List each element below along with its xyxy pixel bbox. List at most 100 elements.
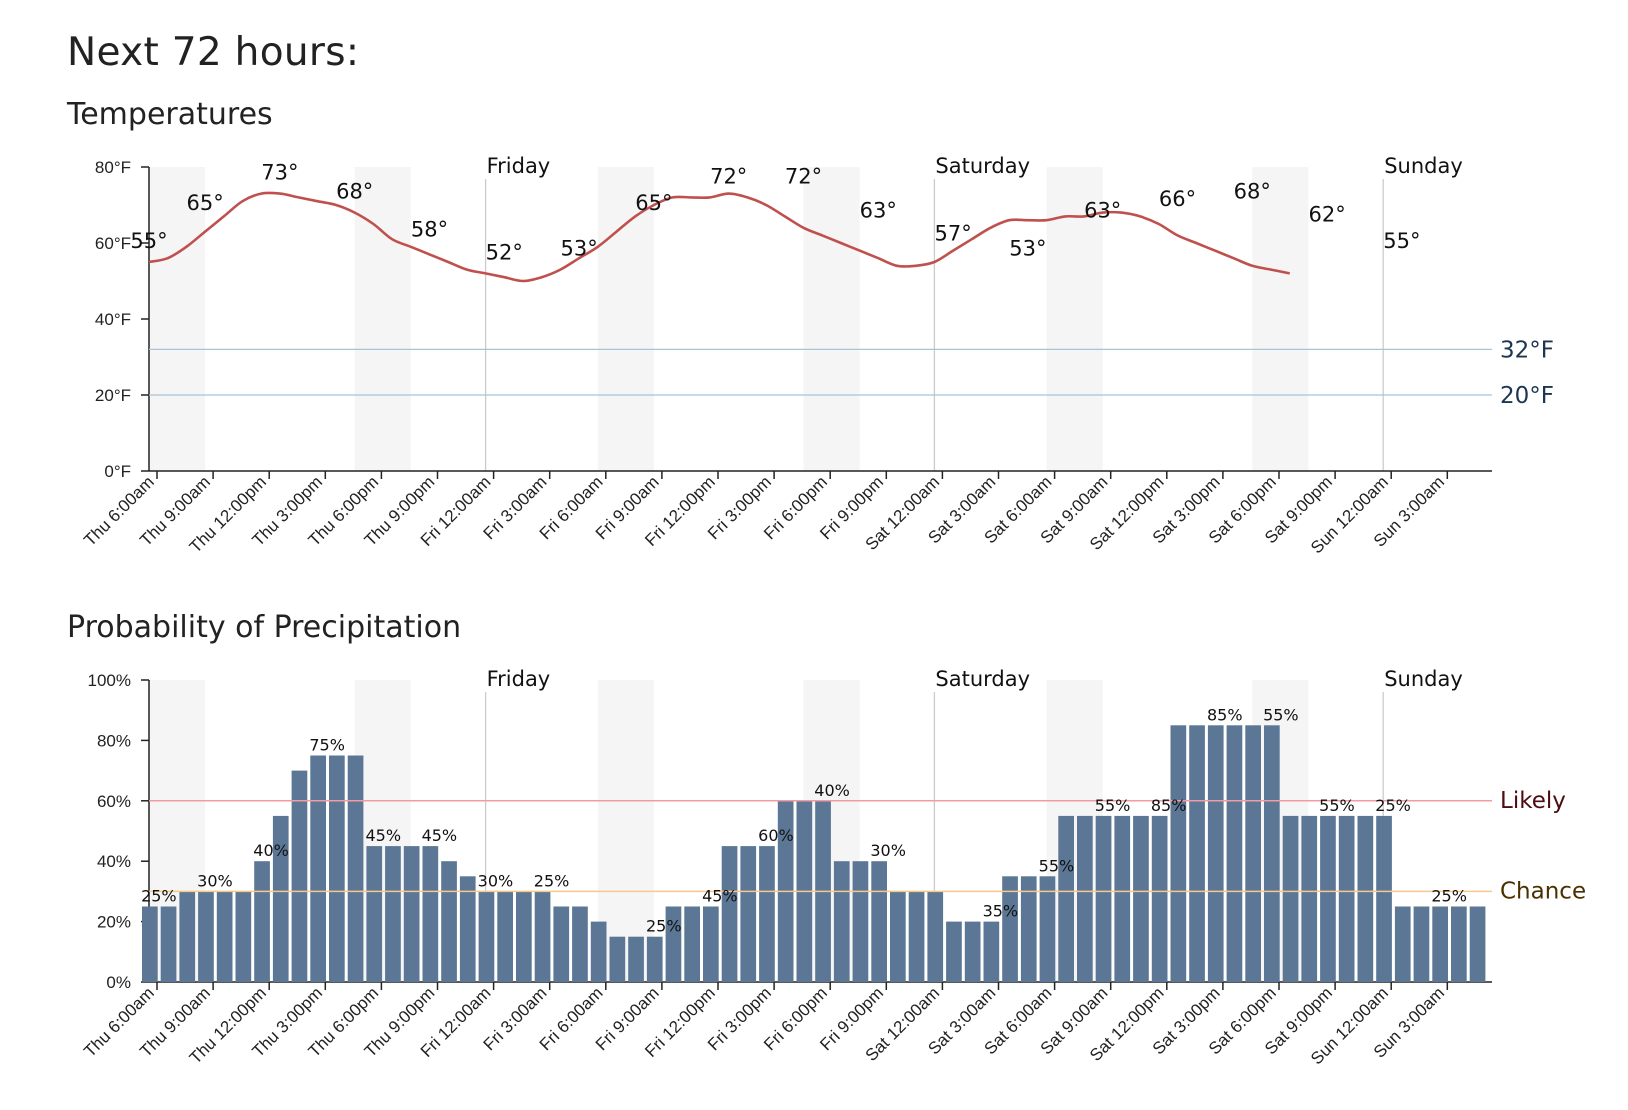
temperature-label: 65° [186,191,223,215]
precipitation-bar-label: 25% [534,871,570,890]
pop-day-label: Sunday [1384,667,1463,691]
precipitation-bar-label: 25% [1431,887,1467,906]
temperature-label: 63° [1084,199,1121,223]
temp-night-band [1252,167,1309,471]
precipitation-bar [1133,815,1149,982]
precipitation-bar-label: 30% [478,871,514,890]
pop-y-tick-label: 0% [106,973,131,992]
temperature-label: 73° [261,161,298,185]
precipitation-bar [1320,815,1336,982]
precipitation-bar [329,755,345,982]
precipitation-bar-label: 40% [253,841,289,860]
precipitation-bar [291,770,308,982]
precipitation-bar [160,906,177,982]
precipitation-bar [1151,815,1168,982]
temperature-line [148,191,1290,283]
precipitation-bar [908,891,925,982]
precipitation-bar [1114,815,1131,982]
precipitation-bar-label: 25% [141,887,177,906]
pop-night-band [1252,680,1309,982]
precipitation-bar [1039,876,1056,982]
precipitation-bar [254,861,270,982]
precipitation-bar [590,921,607,982]
temp-y-tick-label: 20°F [95,386,131,405]
precipitation-bar [179,891,196,982]
precipitation-bar-label: 55% [1095,796,1131,815]
precipitation-bar [609,936,626,982]
precipitation-bar [665,906,682,982]
temperature-label: 57° [934,221,971,245]
precipitation-bar [1264,725,1280,982]
precipitation-bar [1170,725,1187,982]
precipitation-bar [946,921,962,982]
temperature-label: 63° [860,199,897,223]
precipitation-bar [871,861,887,982]
precipitation-bar [534,891,551,982]
precipitation-bar-label: 40% [814,781,850,800]
precipitation-bar [983,921,1000,982]
precipitation-chart: Friday Saturday Sunday0%20%40%60%80%100%Th… [80,667,1586,1068]
precipitation-bar [1357,815,1374,982]
precipitation-bar [740,846,757,982]
precipitation-bar [1451,906,1467,982]
precipitation-bar [833,861,850,982]
pop-y-tick-label: 100% [88,671,131,690]
pop-night-band [354,680,411,982]
temp-reference-label: 20°F [1500,383,1554,409]
temperature-label: 53° [1009,237,1046,261]
temperature-label: 66° [1159,187,1196,211]
precipitation-bar [1301,815,1318,982]
temp-day-label: Friday [487,154,551,178]
precipitation-bar [852,861,869,982]
temp-night-band [149,167,206,471]
precipitation-bar [441,861,457,982]
precipitation-bar [198,891,214,982]
precipitation-bar [422,846,439,982]
pop-y-tick-label: 80% [97,731,131,750]
precipitation-bar [646,936,663,982]
temperature-label: 55° [130,229,167,253]
precipitation-bar [1002,876,1018,982]
precipitation-bar [366,846,383,982]
precipitation-bar-label: 45% [422,826,458,845]
precipitation-bar-label: 55% [1319,796,1355,815]
precipitation-bar [403,846,420,982]
precipitation-bar [347,755,364,982]
temperature-label: 72° [710,164,747,188]
precipitation-bar [142,906,158,982]
precipitation-bar-label: 60% [758,826,794,845]
pop-night-band [1046,680,1103,982]
precipitation-bar [684,906,700,982]
precipitation-bar [1338,815,1355,982]
precipitation-chart-title: Probability of Precipitation [67,610,462,645]
precipitation-bar-label: 30% [197,871,233,890]
precipitation-bar [1282,815,1299,982]
precipitation-bar [516,891,532,982]
precipitation-bar [272,815,289,982]
precipitation-bar [1432,906,1448,982]
precipitation-bar [1469,906,1486,982]
pop-y-tick-label: 20% [97,913,131,932]
pop-night-band [597,680,654,982]
temp-night-band [597,167,654,471]
precipitation-bar [553,906,570,982]
pop-reference-label: Chance [1500,878,1586,904]
precipitation-bar [1394,906,1411,982]
precipitation-bar-label: 45% [702,887,738,906]
temperature-label: 58° [411,218,448,242]
temperature-label: 68° [336,180,373,204]
precipitation-bar [497,891,513,982]
precipitation-bar [703,906,719,982]
precipitation-bar-label: 75% [309,736,345,755]
precipitation-bar [1226,725,1243,982]
precipitation-bar [759,846,775,982]
temperature-label: 72° [785,164,822,188]
temperature-chart: Friday Saturday Sunday0°F20°F40°F60°F80°FT… [80,154,1554,557]
precipitation-bar-label: 25% [1375,796,1411,815]
precipitation-bar-label: 30% [870,841,906,860]
precipitation-bar [1020,876,1037,982]
precipitation-bar [1376,815,1392,982]
precipitation-bar [478,891,495,982]
temperature-label: 53° [560,237,597,261]
precipitation-bar-label: 55% [1263,705,1299,724]
